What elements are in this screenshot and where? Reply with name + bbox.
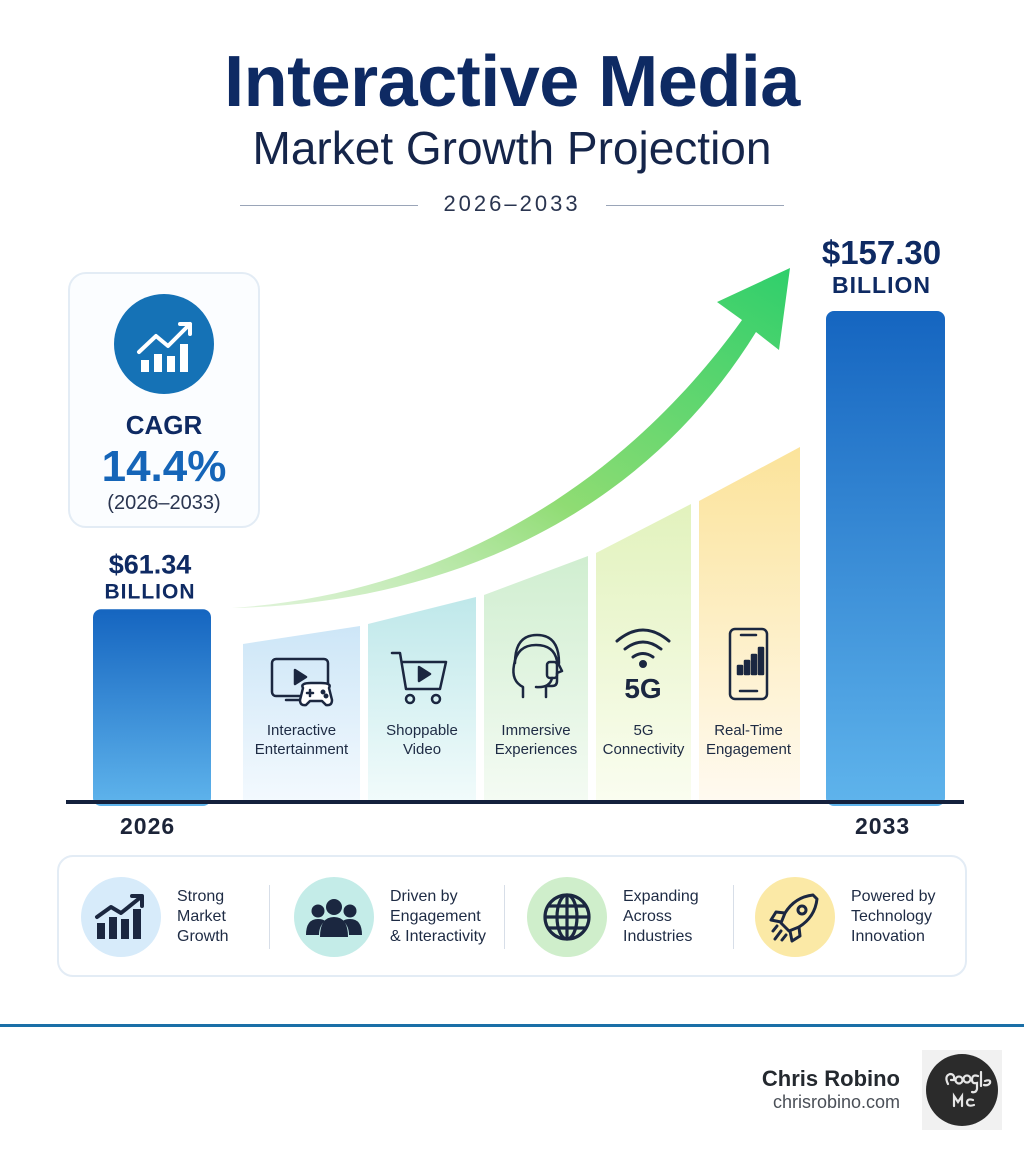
- x-label-2026: 2026: [120, 813, 176, 839]
- bar-value-2033: $157.30: [822, 234, 941, 271]
- author-name: Chris Robino: [761, 1066, 900, 1091]
- feature-line: Market: [177, 908, 226, 925]
- feature-text: Driven by Engagement & Interactivity: [390, 887, 540, 947]
- feature-divider: [504, 885, 505, 949]
- feature-divider: [269, 885, 270, 949]
- bar-chart-arrow-icon: [81, 877, 161, 957]
- feature-line: Expanding: [623, 888, 699, 905]
- feature-line: Industries: [623, 928, 693, 945]
- driver-column-realtime: [699, 447, 800, 800]
- author-badge-frame: [922, 1050, 1002, 1130]
- bar-value-2026: $61.34: [109, 549, 192, 579]
- feature-divider: [733, 885, 734, 949]
- driver-label-line2: Entertainment: [254, 741, 349, 758]
- feature-line: Technology: [851, 908, 932, 925]
- tv-gamepad-icon: [270, 657, 334, 707]
- page-subtitle: Market Growth Projection: [252, 122, 772, 174]
- growth-chart-icon: [114, 294, 214, 394]
- globe-icon: [527, 877, 607, 957]
- period-row: 2026–2033: [240, 188, 784, 220]
- driver-label-line1: Real-Time: [714, 722, 783, 739]
- period-label: 2026–2033: [443, 191, 581, 216]
- google-me-badge-icon: [926, 1054, 998, 1126]
- bar-2026: [93, 609, 211, 806]
- cagr-label: CAGR: [125, 410, 203, 440]
- cagr-period: (2026–2033): [107, 492, 221, 514]
- driver-label-line2: Video: [402, 741, 442, 758]
- cagr-card: CAGR 14.4% (2026–2033): [68, 272, 260, 528]
- feature-line: Driven by: [390, 888, 458, 905]
- driver-label-immersive: Immersive Experiences: [484, 721, 588, 759]
- feature-line: Growth: [177, 928, 229, 945]
- driver-label-line1: Immersive: [501, 722, 571, 739]
- driver-column-entertainment: [243, 626, 360, 800]
- shopping-cart-icon: [390, 651, 448, 705]
- feature-text: Strong Market Growth: [177, 887, 327, 947]
- feature-line: Innovation: [851, 928, 925, 945]
- features-card: Strong Market Growth Driven by Engagemen…: [57, 855, 967, 977]
- driver-label-line1: Shoppable: [386, 722, 458, 739]
- bar-unit-2026: BILLION: [105, 580, 196, 603]
- feature-line: Strong: [177, 888, 225, 905]
- x-label-2033: 2033: [855, 813, 911, 839]
- bar-unit-2033: BILLION: [832, 272, 931, 298]
- chart-baseline: [66, 800, 964, 804]
- driver-label-line2: Connectivity: [602, 741, 685, 758]
- driver-label-shoppable: Shoppable Video: [368, 721, 476, 759]
- driver-label-line1: Interactive: [266, 722, 337, 739]
- bar-2033: [826, 310, 945, 806]
- author-website-link[interactable]: chrisrobino.com: [772, 1092, 900, 1112]
- page-title: Interactive Media: [224, 42, 800, 122]
- feature-line: Powered by: [851, 888, 936, 905]
- driver-label-entertainment: Interactive Entertainment: [243, 721, 360, 759]
- feature-line: & Interactivity: [390, 928, 487, 945]
- divider-left: [240, 205, 418, 206]
- driver-column-shoppable: [368, 597, 476, 800]
- people-group-icon: [294, 877, 374, 957]
- driver-label-line1: 5G: [633, 722, 654, 739]
- smartphone-chart-icon: [728, 627, 769, 701]
- driver-label-line2: Engagement: [705, 741, 792, 758]
- cagr-value: 14.4%: [101, 442, 227, 491]
- driver-label-5g: 5G Connectivity: [594, 721, 693, 759]
- 5g-glyph: 5G: [624, 673, 661, 704]
- feature-line: Engagement: [390, 908, 481, 925]
- feature-text: Powered by Technology Innovation: [851, 887, 1001, 947]
- feature-text: Expanding Across Industries: [623, 887, 773, 947]
- rocket-icon: [755, 877, 835, 957]
- headset-icon: [512, 633, 564, 699]
- driver-column-immersive: [484, 556, 588, 800]
- driver-label-realtime: Real-Time Engagement: [697, 721, 800, 759]
- trend-arrow: [232, 268, 790, 608]
- feature-line: Across: [623, 908, 672, 925]
- driver-label-line2: Experiences: [494, 741, 578, 758]
- divider-right: [606, 205, 784, 206]
- 5g-signal-icon: [615, 628, 671, 668]
- footer-divider: [0, 1024, 1024, 1027]
